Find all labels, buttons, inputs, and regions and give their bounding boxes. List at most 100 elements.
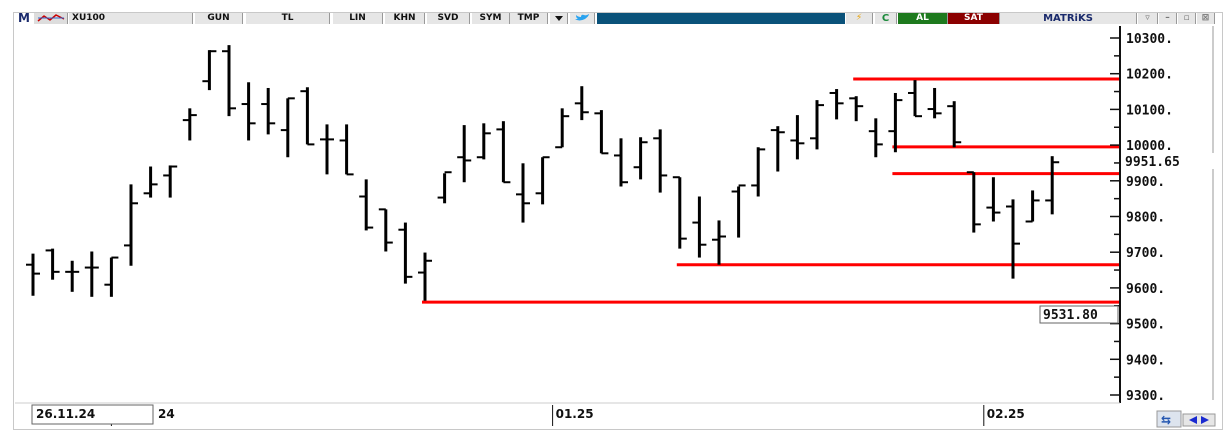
ohlc-bar	[1006, 199, 1020, 279]
chart-tool-icon[interactable]	[34, 13, 68, 24]
chart-window	[13, 12, 1223, 430]
ohlc-bar	[672, 176, 687, 249]
scroll-right-icon[interactable]	[1201, 416, 1209, 424]
ohlc-bar	[84, 251, 99, 297]
y-tick-label: 9800.	[1126, 211, 1165, 226]
ticker-bar	[597, 13, 845, 24]
ohlc-bar	[790, 115, 805, 160]
scale-button[interactable]: LIN	[333, 13, 383, 24]
ohlc-bar	[633, 137, 648, 180]
ohlc-bar	[751, 147, 766, 197]
ohlc-bar	[378, 208, 393, 252]
x-tick-label: 01.25	[556, 407, 594, 421]
ohlc-bar	[202, 50, 217, 91]
ohlc-bar	[182, 108, 197, 141]
dropdown-window-icon[interactable]: ▿	[1138, 13, 1158, 24]
ohlc-bar	[770, 126, 785, 172]
ohlc-bar	[516, 163, 530, 223]
ohlc-bar	[437, 171, 452, 204]
minimize-icon[interactable]: –	[1159, 13, 1177, 24]
ohlc-bar	[65, 260, 80, 292]
khn-button[interactable]: KHN	[385, 13, 425, 24]
svg-text:⇆: ⇆	[1161, 413, 1171, 427]
y-tick-label: 9600.	[1126, 282, 1165, 297]
scroll-arrows[interactable]	[1182, 413, 1216, 427]
ohlc-bar	[908, 80, 922, 118]
ohlc-bar	[143, 166, 158, 198]
ohlc-bar	[359, 179, 374, 231]
ohlc-bar	[241, 82, 256, 141]
ohlc-bar	[927, 87, 942, 119]
matriks-brand: MATRiKS	[1000, 13, 1137, 24]
y-tick-label: 9500.	[1126, 318, 1165, 333]
ohlc-bar	[555, 108, 570, 149]
ohlc-bar	[535, 156, 550, 205]
ohlc-bar	[1025, 190, 1040, 223]
x-tick-label: 02.25	[987, 407, 1025, 421]
period-button[interactable]: GUN	[195, 13, 243, 24]
symbol-field[interactable]: XU100	[69, 13, 193, 24]
ohlc-bar	[986, 177, 1001, 222]
refresh-c-icon[interactable]: C	[875, 13, 897, 24]
ohlc-bar	[418, 252, 432, 301]
cursor-price-text: 9531.80	[1043, 308, 1098, 323]
close-icon[interactable]: ⊠	[1197, 13, 1215, 24]
ohlc-bar	[614, 138, 628, 187]
ohlc-bar	[810, 100, 824, 150]
ohlc-bar	[829, 89, 844, 120]
y-tick-label: 9400.	[1126, 353, 1165, 368]
ohlc-bar	[574, 86, 589, 121]
ohlc-bar	[45, 248, 60, 280]
sym-button[interactable]: SYM	[472, 13, 510, 24]
ohlc-bar	[868, 118, 883, 158]
x-tick-label: 24	[158, 407, 175, 421]
ohlc-bar	[653, 129, 668, 193]
ohlc-bar	[163, 165, 178, 198]
ohlc-bar	[320, 124, 334, 175]
y-tick-label: 10100.	[1126, 103, 1173, 118]
last-price-label: 9951.65	[1123, 153, 1218, 170]
ohlc-bar	[222, 45, 236, 117]
lightning-icon[interactable]: ⚡	[846, 13, 873, 24]
ohlc-bar	[339, 124, 354, 176]
y-tick-label: 9900.	[1126, 175, 1165, 190]
last-price-text: 9951.65	[1125, 155, 1180, 170]
y-tick-label: 10200.	[1126, 68, 1173, 83]
currency-button[interactable]: TL	[246, 13, 330, 24]
y-tick-label: 10300.	[1126, 32, 1173, 47]
ohlc-bar	[1045, 156, 1060, 215]
restore-icon[interactable]: ▫	[1178, 13, 1196, 24]
ohlc-bar	[594, 110, 609, 155]
ohlc-bar	[457, 125, 472, 183]
tmp-button[interactable]: TMP	[510, 13, 548, 24]
buy-button[interactable]: AL	[898, 13, 948, 24]
ohlc-bar	[476, 123, 491, 160]
ohlc-bar	[496, 121, 511, 184]
sell-button[interactable]: SAT	[948, 13, 1000, 24]
y-tick-label: 10000.	[1126, 139, 1173, 154]
ohlc-bar	[966, 171, 981, 233]
cursor-price-label: 9531.80	[1039, 305, 1119, 324]
twitter-icon[interactable]	[570, 13, 595, 24]
ohlc-bar	[712, 220, 726, 265]
toolbar: M XU100 GUN TL LIN KHN SVD SYM TMP ⚡ C A…	[13, 12, 1218, 24]
y-tick-label: 9300.	[1126, 389, 1165, 404]
ohlc-bar	[731, 184, 746, 238]
ohlc-bar	[104, 256, 119, 297]
y-tick-label: 9700.	[1126, 246, 1165, 261]
ohlc-bar	[26, 253, 40, 296]
ohlc-bar	[947, 101, 962, 148]
ohlc-bar	[849, 96, 864, 122]
ohlc-bar	[300, 87, 315, 146]
cursor-date-label: 26.11.24	[31, 404, 154, 425]
ohlc-bar	[888, 92, 903, 153]
ohlc-bar	[261, 87, 276, 135]
scroll-left-icon[interactable]	[1189, 416, 1197, 424]
ohlc-bar	[124, 184, 138, 266]
ohlc-bar	[398, 222, 413, 284]
svd-button[interactable]: SVD	[427, 13, 470, 24]
refresh-button[interactable]: ⇆	[1156, 410, 1182, 428]
ohlc-bar	[280, 97, 295, 158]
dropdown-icon[interactable]	[550, 13, 568, 24]
